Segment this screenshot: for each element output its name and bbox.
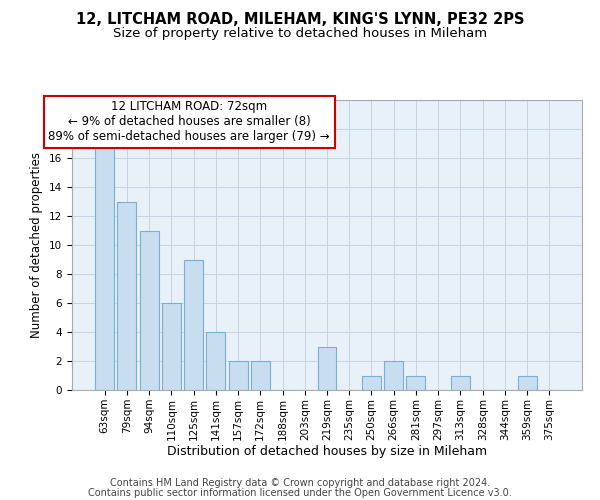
Text: Contains HM Land Registry data © Crown copyright and database right 2024.: Contains HM Land Registry data © Crown c…: [110, 478, 490, 488]
Bar: [362, 376, 381, 390]
Bar: [229, 361, 248, 390]
Text: 12, LITCHAM ROAD, MILEHAM, KING'S LYNN, PE32 2PS: 12, LITCHAM ROAD, MILEHAM, KING'S LYNN, …: [76, 12, 524, 28]
Bar: [317, 346, 337, 390]
Bar: [206, 332, 225, 390]
Bar: [251, 361, 270, 390]
Bar: [184, 260, 203, 390]
Text: Contains public sector information licensed under the Open Government Licence v3: Contains public sector information licen…: [88, 488, 512, 498]
Bar: [384, 361, 403, 390]
Bar: [518, 376, 536, 390]
Bar: [406, 376, 425, 390]
Text: 12 LITCHAM ROAD: 72sqm
← 9% of detached houses are smaller (8)
89% of semi-detac: 12 LITCHAM ROAD: 72sqm ← 9% of detached …: [49, 100, 330, 144]
Text: Size of property relative to detached houses in Mileham: Size of property relative to detached ho…: [113, 28, 487, 40]
Y-axis label: Number of detached properties: Number of detached properties: [31, 152, 43, 338]
Bar: [140, 230, 158, 390]
X-axis label: Distribution of detached houses by size in Mileham: Distribution of detached houses by size …: [167, 446, 487, 458]
Bar: [118, 202, 136, 390]
Bar: [162, 303, 181, 390]
Bar: [451, 376, 470, 390]
Bar: [95, 129, 114, 390]
